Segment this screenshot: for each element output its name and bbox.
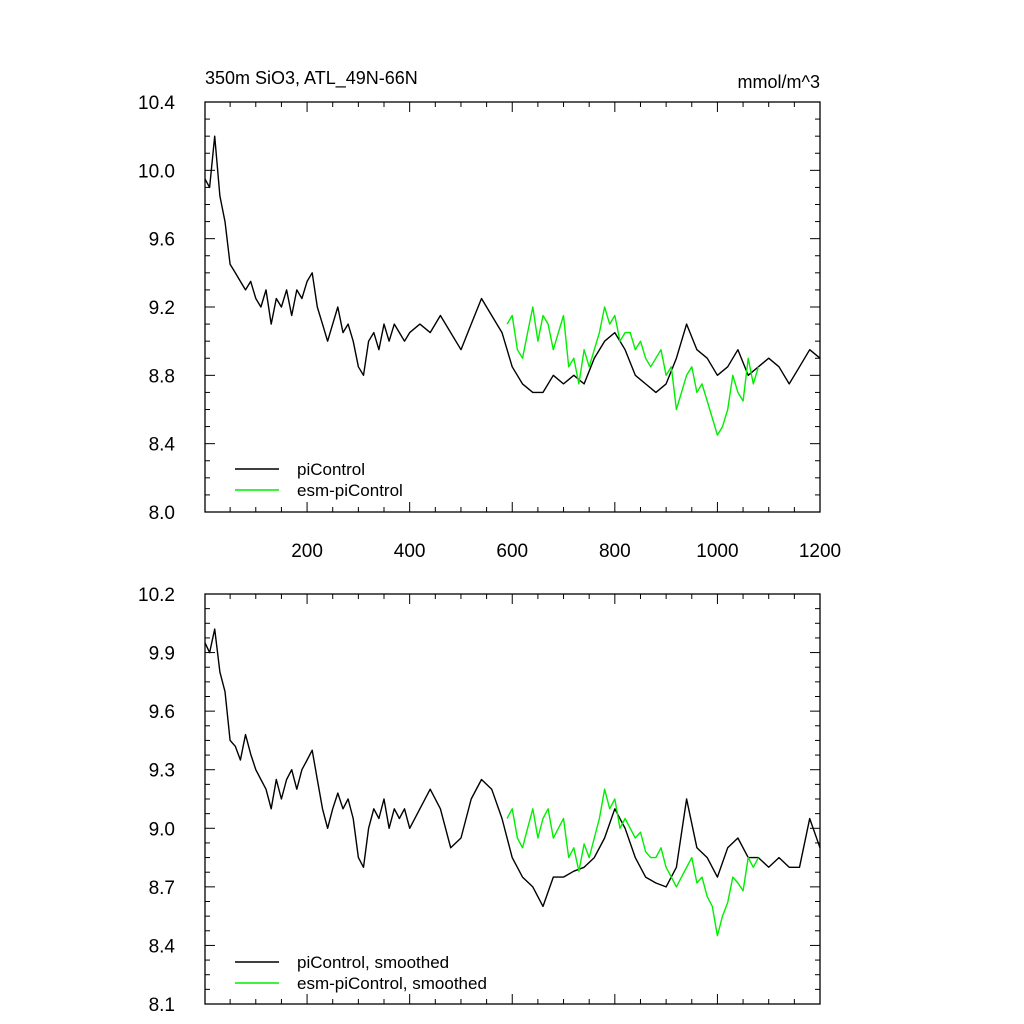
bottom-y-tick-label: 8.1 bbox=[149, 995, 175, 1016]
top-x-tick-label: 1000 bbox=[696, 541, 738, 562]
bottom-legend-label-picontrol-smoothed: piControl, smoothed bbox=[297, 953, 449, 972]
top-y-tick-label: 8.0 bbox=[149, 503, 175, 524]
top-y-tick-label: 8.8 bbox=[149, 366, 175, 387]
bottom-y-tick-label: 9.0 bbox=[149, 819, 175, 840]
top-chart-title: 350m SiO3, ATL_49N-66N bbox=[205, 68, 418, 89]
bottom-y-tick-label: 8.4 bbox=[149, 936, 176, 957]
bottom-y-tick-label: 9.9 bbox=[149, 644, 175, 665]
bottom-y-tick-label: 8.7 bbox=[149, 878, 175, 899]
bottom-y-tick-label: 9.3 bbox=[149, 761, 175, 782]
top-x-tick-label: 400 bbox=[394, 541, 426, 562]
top-y-tick-label: 10.4 bbox=[138, 93, 175, 114]
top-plot-frame bbox=[204, 101, 821, 513]
bottom-tick-marks bbox=[205, 593, 821, 1005]
bottom-plot-frame bbox=[204, 593, 821, 1005]
top-x-tick-labels: 200 400 600 800 1000 1200 bbox=[291, 541, 841, 562]
top-legend-label-picontrol: piControl bbox=[297, 460, 365, 479]
bottom-y-tick-label: 10.2 bbox=[138, 585, 175, 606]
top-y-tick-label: 9.6 bbox=[149, 230, 175, 251]
bottom-series-line-picontrol-smoothed bbox=[204, 628, 821, 908]
bottom-series-line-esm-picontrol-smoothed bbox=[506, 788, 760, 937]
top-series-line-esm-picontrol bbox=[506, 306, 760, 436]
top-series-line-picontrol bbox=[204, 135, 821, 394]
top-y-tick-label: 10.0 bbox=[138, 161, 175, 182]
bottom-legend: piControl, smoothed esm-piControl, smoot… bbox=[235, 953, 487, 993]
top-series-lines bbox=[204, 135, 821, 436]
top-y-tick-label: 9.2 bbox=[149, 298, 175, 319]
top-chart-units: mmol/m^3 bbox=[738, 72, 820, 92]
top-legend: piControl esm-piControl bbox=[235, 460, 403, 500]
top-x-tick-label: 200 bbox=[291, 541, 323, 562]
top-panel: 350m SiO3, ATL_49N-66N mmol/m^3 8.08.48.… bbox=[138, 68, 841, 562]
bottom-legend-label-esm-picontrol-smoothed: esm-piControl, smoothed bbox=[297, 974, 487, 993]
top-y-tick-label: 8.4 bbox=[149, 435, 176, 456]
top-x-tick-label: 800 bbox=[599, 541, 631, 562]
top-x-tick-label: 1200 bbox=[799, 541, 841, 562]
bottom-panel: 8.1 8.4 8.7 9.0 9.3 9.6 9.9 10.2 piControl, smo… bbox=[138, 585, 821, 1016]
top-x-tick-label: 600 bbox=[496, 541, 528, 562]
bottom-series-lines bbox=[204, 628, 821, 937]
bottom-y-tick-label: 9.6 bbox=[149, 702, 175, 723]
top-legend-label-esm-picontrol: esm-piControl bbox=[297, 481, 403, 500]
top-y-tick-labels: 8.0 8.4 8.8 9.2 9.6 10.0 10.4 bbox=[138, 93, 175, 524]
bottom-y-tick-labels: 8.1 8.4 8.7 9.0 9.3 9.6 9.9 10.2 bbox=[138, 585, 175, 1016]
top-tick-marks bbox=[205, 101, 821, 513]
